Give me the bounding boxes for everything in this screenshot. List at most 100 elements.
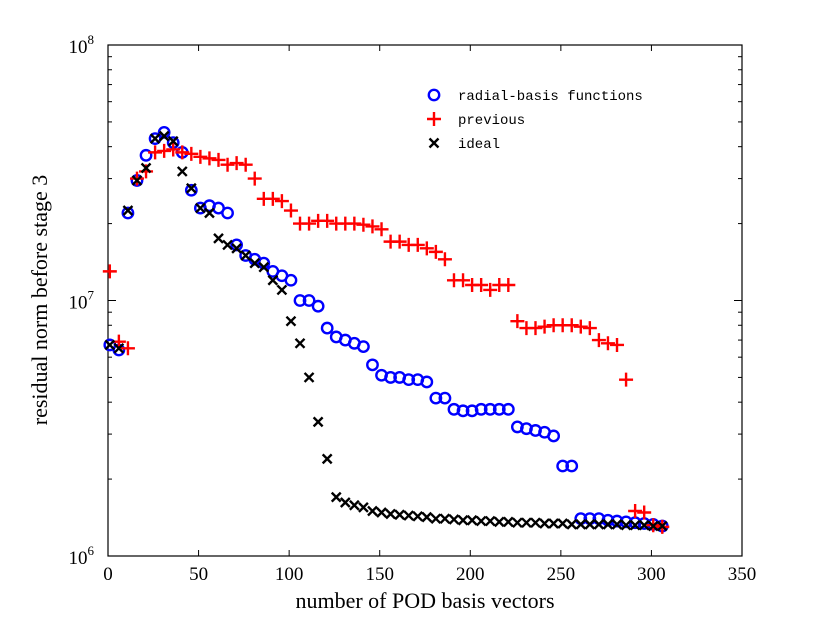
rbf-point xyxy=(547,429,561,443)
legend-label-previous: previous xyxy=(458,113,525,129)
rbf-point xyxy=(320,321,334,335)
ideal-point xyxy=(439,513,451,525)
legend-label-ideal: ideal xyxy=(458,137,500,153)
ideal-point xyxy=(512,517,523,529)
y-tick-label: 108 xyxy=(69,32,95,58)
previous-point xyxy=(437,252,452,267)
ideal-point xyxy=(358,502,369,513)
ideal-point xyxy=(303,372,315,383)
ideal-point xyxy=(656,520,668,532)
legend-marker-x xyxy=(428,137,440,149)
ideal-point xyxy=(421,511,433,523)
previous-point xyxy=(510,314,525,329)
ideal-point xyxy=(575,519,587,530)
ideal-point xyxy=(403,510,415,521)
previous-point xyxy=(102,264,117,279)
previous-point xyxy=(320,213,335,228)
previous-point xyxy=(220,157,235,172)
rbf-point xyxy=(402,373,416,387)
previous-point xyxy=(302,216,317,231)
ideal-point xyxy=(176,166,188,177)
previous-point xyxy=(184,146,199,161)
legend-marker-circle xyxy=(427,88,441,102)
data-marks xyxy=(102,125,670,534)
ideal-point xyxy=(276,284,288,296)
series-0 xyxy=(103,125,669,533)
previous-point xyxy=(582,321,597,336)
ideal-point xyxy=(258,261,270,273)
ideal-point xyxy=(521,517,532,529)
rbf-point xyxy=(139,148,153,162)
previous-point xyxy=(637,505,652,520)
previous-point xyxy=(483,282,498,297)
previous-point xyxy=(175,145,190,160)
previous-point xyxy=(157,143,172,158)
rbf-point xyxy=(438,391,452,405)
rbf-point xyxy=(456,404,470,418)
previous-point xyxy=(537,319,552,334)
ideal-point xyxy=(167,135,179,147)
ideal-point xyxy=(394,509,405,521)
x-axis-label: number of POD basis vectors xyxy=(295,588,554,613)
previous-point xyxy=(283,203,298,218)
x-tick-label: 200 xyxy=(456,564,485,585)
previous-point xyxy=(392,234,407,249)
ideal-point xyxy=(629,519,641,531)
rbf-point xyxy=(311,299,325,313)
rbf-point xyxy=(420,375,434,389)
ideal-point xyxy=(285,315,297,327)
ideal-point xyxy=(539,518,550,529)
ideal-point xyxy=(584,519,596,530)
ideal-point xyxy=(475,515,487,527)
previous-point xyxy=(619,372,634,387)
rbf-point xyxy=(384,371,397,384)
previous-point xyxy=(410,237,425,252)
ideal-point xyxy=(430,513,442,525)
ideal-point xyxy=(620,519,632,531)
ideal-point xyxy=(195,202,206,214)
ideal-point xyxy=(448,514,460,525)
ideal-point xyxy=(602,519,614,530)
rbf-point xyxy=(483,402,497,416)
ideal-point xyxy=(493,516,505,528)
previous-point xyxy=(573,319,588,334)
legend-marker-plus xyxy=(427,112,441,126)
ideal-point xyxy=(104,339,116,351)
y-tick-label: 106 xyxy=(69,543,95,569)
legend-label-radial-basis: radial-basis functions xyxy=(458,89,643,105)
previous-point xyxy=(129,171,144,186)
ideal-point xyxy=(530,517,541,529)
previous-point xyxy=(238,157,253,172)
ideal-point xyxy=(240,250,252,261)
ideal-point xyxy=(484,515,496,527)
rbf-point xyxy=(501,402,515,416)
rbf-point xyxy=(556,459,570,473)
ideal-point xyxy=(204,207,215,219)
rbf-point xyxy=(230,238,244,252)
previous-point xyxy=(265,191,280,206)
axis-ticks: 0 50 100 150 200 250 300 350 106 107 108 xyxy=(69,32,757,585)
previous-point xyxy=(501,277,516,292)
previous-point xyxy=(456,273,471,288)
ideal-point xyxy=(349,499,360,511)
ideal-point xyxy=(158,130,170,142)
previous-point xyxy=(356,217,371,232)
previous-point xyxy=(365,219,380,234)
previous-point xyxy=(229,156,244,171)
ideal-point xyxy=(185,182,197,194)
rbf-point xyxy=(357,340,370,354)
y-axis-label: residual norm before stage 3 xyxy=(27,175,52,425)
ideal-point xyxy=(267,274,279,286)
ideal-point xyxy=(131,175,143,186)
ideal-point xyxy=(339,497,351,508)
rbf-point xyxy=(121,206,135,220)
ideal-point xyxy=(330,491,342,503)
ideal-point xyxy=(140,162,152,174)
rbf-point xyxy=(221,206,234,220)
previous-point xyxy=(600,336,615,351)
rbf-point xyxy=(429,391,443,405)
rbf-point xyxy=(284,273,298,287)
ideal-point xyxy=(222,239,233,251)
x-tick-label: 50 xyxy=(189,564,208,585)
